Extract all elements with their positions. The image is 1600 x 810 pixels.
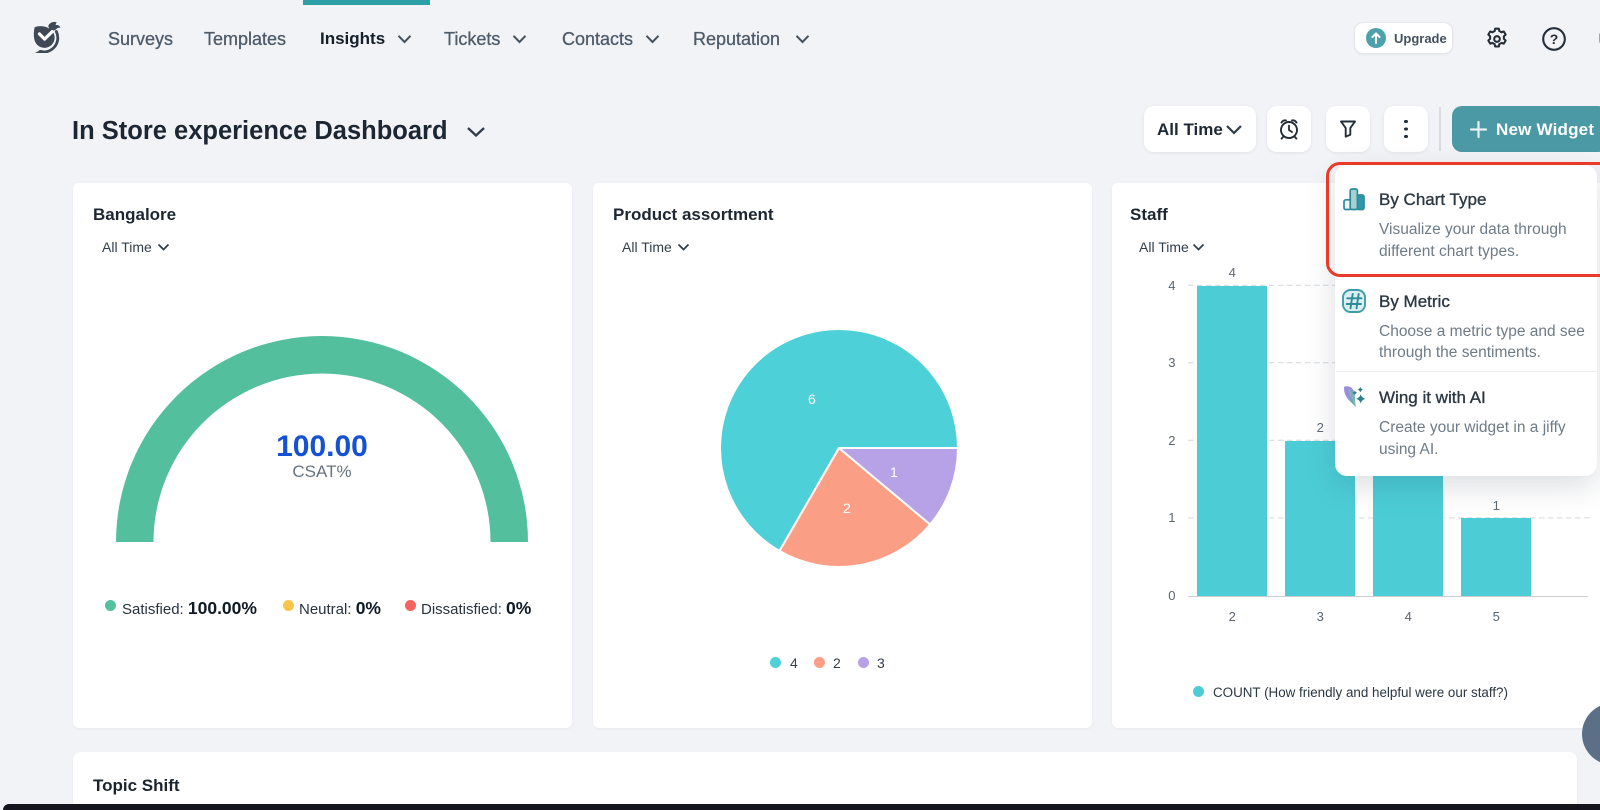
svg-text:6: 6 — [808, 391, 816, 407]
svg-text:2: 2 — [843, 500, 851, 516]
svg-text:?: ? — [1550, 31, 1559, 47]
svg-text:1: 1 — [890, 464, 898, 480]
